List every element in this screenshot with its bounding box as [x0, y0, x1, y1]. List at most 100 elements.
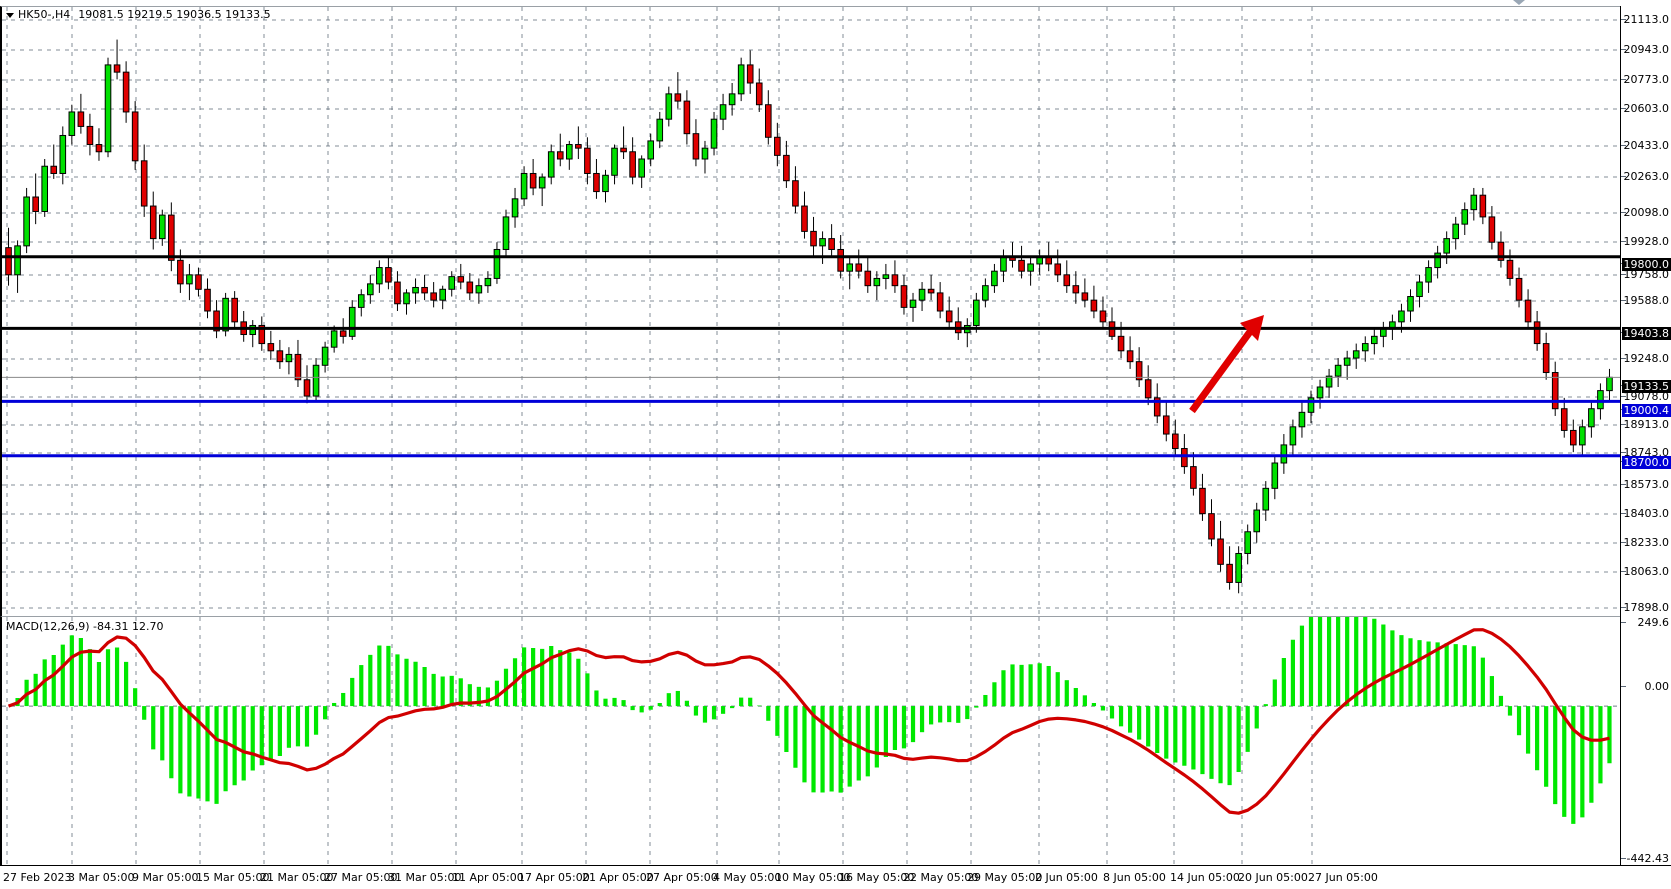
price-level-label-blue: 18700.0: [1621, 456, 1671, 469]
candle-body: [41, 165, 49, 212]
price-tick-label: 21113.0: [1623, 13, 1670, 26]
candle-body: [719, 104, 727, 120]
price-tick-label: 18233.0: [1623, 536, 1670, 549]
ohlc-values: 19081.5 19219.5 19036.5 19133.5: [78, 8, 271, 21]
candle-body: [1217, 538, 1224, 565]
candle-body: [1226, 563, 1233, 583]
price-plot[interactable]: [2, 7, 1620, 615]
candle-body: [1126, 350, 1134, 363]
price-tick-label: 20943.0: [1623, 43, 1670, 56]
candle-body: [936, 292, 944, 312]
axis-tick: [1621, 108, 1626, 109]
candle-body: [267, 343, 275, 352]
price-chart-pane[interactable]: HK50-,H4 19081.5 19219.5 19036.5 19133.5: [0, 6, 1620, 616]
candle-body: [1271, 462, 1279, 489]
price-tick-label: 18063.0: [1623, 565, 1670, 578]
axis-tick: [1621, 49, 1626, 50]
candle-body: [1398, 310, 1405, 323]
time-tick-label: 22 May 05:00: [903, 871, 979, 884]
candle-body: [421, 286, 428, 294]
price-tick-label: 19588.0: [1623, 294, 1670, 307]
candle-body: [710, 118, 718, 149]
candle-body: [1343, 357, 1351, 366]
time-tick-label: 21 Mar 05:00: [260, 871, 334, 884]
triangle-down-icon[interactable]: [6, 12, 14, 18]
price-level-label-black: 19133.5: [1621, 380, 1671, 393]
candle-body: [728, 93, 736, 106]
time-tick-label: 20 Jun 05:00: [1238, 871, 1308, 884]
candle-body: [991, 270, 998, 287]
candle-body: [168, 214, 175, 261]
candle-body: [412, 286, 419, 294]
candle-body: [367, 283, 374, 296]
price-tick-label: 19758.0: [1623, 268, 1670, 281]
candle-body: [249, 324, 257, 336]
candle-body: [186, 274, 193, 285]
axis-tick: [1621, 274, 1626, 275]
candle-body: [448, 276, 456, 290]
time-tick-label: 29 May 05:00: [967, 871, 1043, 884]
axis-tick: [1621, 607, 1626, 608]
candle-body: [1153, 397, 1161, 417]
candle-body: [683, 100, 691, 135]
axis-tick: [1621, 145, 1626, 146]
candle-body: [276, 350, 284, 363]
time-tick-label: 27 Jun 05:00: [1308, 871, 1378, 884]
axis-tick: [1621, 542, 1626, 543]
candle-body: [32, 196, 39, 212]
candle-body: [86, 125, 94, 146]
time-axis[interactable]: 27 Feb 2023 3 Mar 05:00 9 Mar 05:00 15 Mar …: [0, 865, 1671, 889]
candle-body: [222, 297, 229, 332]
candle-body: [1452, 223, 1460, 240]
time-tick-label: 16 May 05:00: [839, 871, 915, 884]
time-tick-label: 27 Feb 2023: [3, 871, 72, 884]
price-tick-label: 18573.0: [1623, 478, 1670, 491]
candle-body: [891, 274, 899, 287]
bullish-arrow-head: [1240, 315, 1264, 341]
price-tick-label: 20773.0: [1623, 73, 1670, 86]
candle-body: [140, 160, 148, 207]
macd-tick-label: 249.6: [1637, 616, 1670, 629]
price-tick-label: 19078.0: [1623, 390, 1670, 403]
candle-body: [828, 238, 835, 250]
symbol-label: HK50-,H4: [18, 8, 71, 21]
candle-body: [294, 353, 302, 381]
candle-body: [764, 104, 772, 138]
candle-body: [620, 147, 627, 153]
candle-body: [1172, 433, 1179, 450]
candle-body: [50, 165, 58, 174]
caret-down-icon[interactable]: [1513, 0, 1525, 5]
candle-body: [5, 247, 12, 276]
candle-body: [403, 292, 410, 305]
candle-body: [1443, 238, 1450, 254]
axis-tick: [1621, 358, 1626, 359]
candle-body: [68, 111, 76, 136]
time-tick-label: 4 May 05:00: [713, 871, 782, 884]
axis-tick: [1621, 176, 1626, 177]
candle-body: [755, 82, 763, 106]
candle-body: [385, 267, 392, 283]
price-tick-label: 19248.0: [1623, 352, 1670, 365]
candle-body: [1280, 444, 1288, 464]
macd-indicator-pane[interactable]: MACD(12,26,9) -84.31 12.70: [0, 616, 1620, 865]
candle-body: [303, 379, 311, 397]
candle-body: [846, 263, 854, 272]
price-axis[interactable]: 21113.0 20943.0 20773.0 20603.0 20433.0 20263…: [1620, 6, 1671, 865]
time-tick-label: 27 Apr 05:00: [646, 871, 718, 884]
candle-body: [656, 118, 664, 142]
candle-body: [529, 172, 537, 189]
macd-plot[interactable]: [2, 617, 1620, 864]
price-tick-label: 20433.0: [1623, 139, 1670, 152]
candle-body: [394, 281, 401, 305]
candle-body: [575, 144, 582, 149]
time-tick-label: 2 Jun 05:00: [1035, 871, 1098, 884]
macd-tick-label: 0.00: [1644, 680, 1670, 693]
candle-body: [1027, 263, 1034, 272]
candle-body: [1000, 256, 1007, 272]
candle-body: [430, 292, 437, 301]
candle-body: [23, 196, 30, 247]
candle-body: [973, 299, 980, 326]
bullish-arrow-shaft: [1189, 326, 1255, 414]
candle-body: [1560, 408, 1568, 431]
